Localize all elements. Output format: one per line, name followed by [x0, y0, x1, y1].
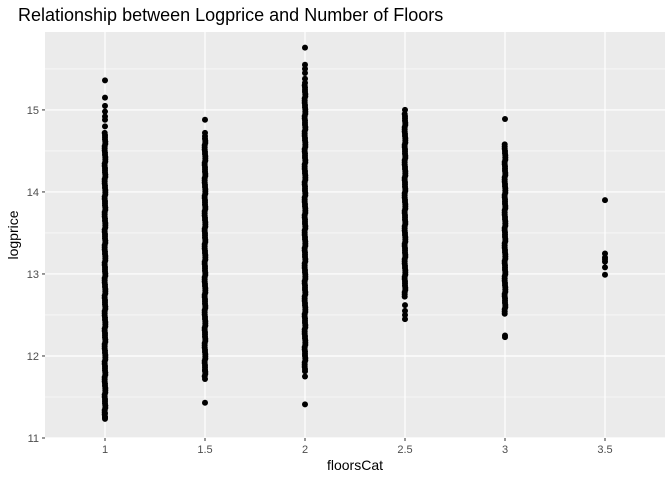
data-point — [402, 316, 408, 323]
data-point — [402, 311, 408, 318]
data-point — [302, 373, 308, 380]
data-point — [102, 414, 108, 421]
x-tick-label: 3.5 — [597, 444, 612, 456]
x-tick-label: 2 — [302, 444, 308, 456]
data-point — [602, 264, 608, 271]
data-point — [202, 133, 208, 140]
y-tick-label: 12 — [27, 351, 39, 363]
data-point — [302, 65, 308, 72]
data-point — [302, 44, 308, 51]
chart-title: Relationship between Logprice and Number… — [18, 5, 444, 25]
y-axis-title: logprice — [5, 210, 21, 259]
y-tick-label: 13 — [27, 269, 39, 281]
data-point — [202, 116, 208, 123]
data-point — [302, 70, 308, 77]
x-tick-label: 1.5 — [197, 444, 212, 456]
y-tick-label: 14 — [27, 187, 39, 199]
data-point — [102, 102, 108, 109]
data-point — [102, 116, 108, 123]
data-point — [401, 293, 408, 300]
x-tick-label: 3 — [502, 444, 508, 456]
data-point — [102, 410, 108, 417]
x-tick-label: 2.5 — [397, 444, 412, 456]
data-point — [402, 106, 408, 113]
plot-panel — [45, 32, 665, 438]
data-point — [102, 123, 108, 130]
data-point — [602, 258, 608, 265]
data-points — [101, 44, 608, 422]
y-tick-label: 11 — [28, 433, 39, 445]
x-axis-title: floorsCat — [327, 457, 383, 473]
axes: 11 12 13 14 15 1 1.5 2 2.5 3 3.5 — [27, 105, 613, 456]
data-point — [102, 77, 108, 84]
data-point — [602, 250, 608, 257]
data-point — [102, 108, 108, 115]
data-point — [302, 79, 308, 86]
data-point — [302, 401, 308, 408]
data-point — [302, 368, 308, 375]
data-point — [302, 75, 308, 82]
data-point — [402, 307, 408, 314]
x-tick-label: 1 — [102, 444, 108, 456]
data-point — [602, 197, 608, 204]
data-point — [302, 61, 308, 68]
data-point — [202, 367, 208, 374]
data-point — [402, 302, 408, 309]
data-point — [202, 375, 208, 382]
y-tick-label: 15 — [27, 105, 39, 117]
data-point — [501, 310, 508, 317]
data-point — [502, 334, 508, 341]
data-point — [202, 399, 208, 406]
data-point — [502, 115, 508, 122]
data-point — [102, 94, 108, 101]
data-point — [602, 271, 608, 278]
